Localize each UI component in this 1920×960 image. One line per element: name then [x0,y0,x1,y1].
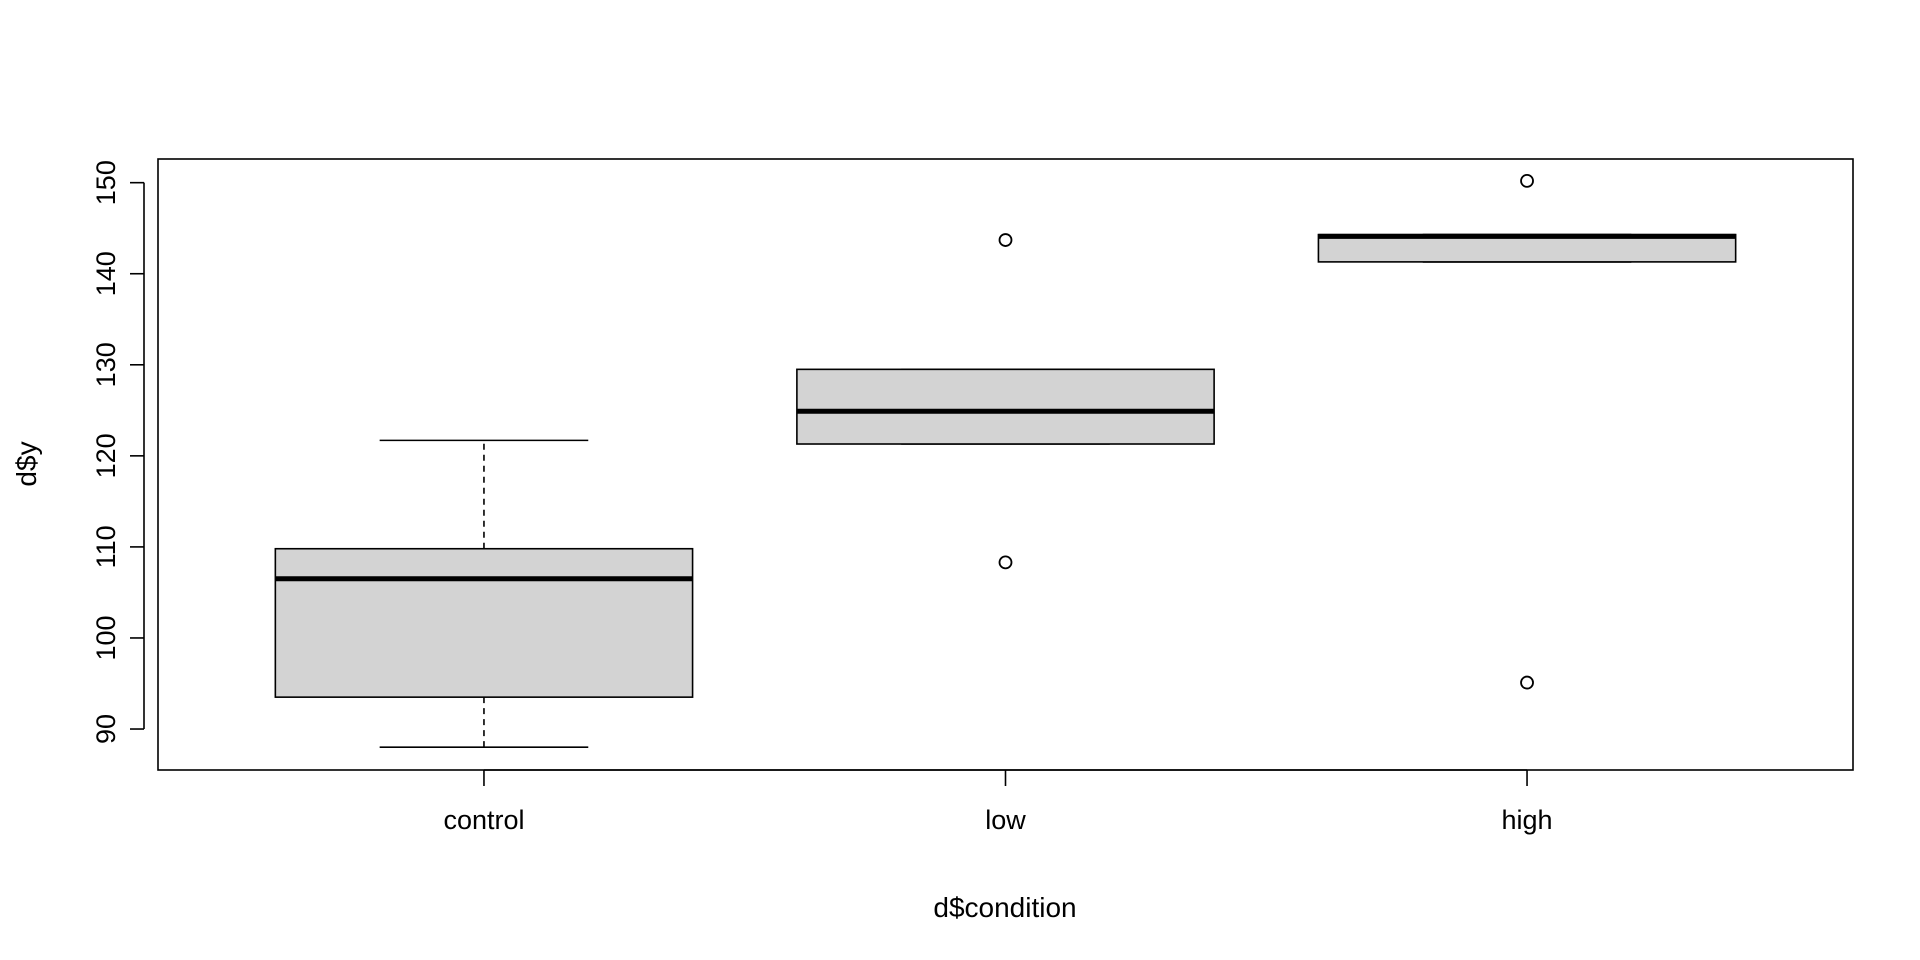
iqr-box [796,368,1215,445]
y-tick-label: 90 [91,714,121,744]
outlier-point [1520,675,1534,690]
y-axis: 90 100 110 120 130 140 150 [91,160,145,744]
outlier-point [998,555,1013,570]
outlier-point [1520,173,1534,188]
y-tick-label: 130 [91,342,121,387]
y-axis-label: d$y [11,441,42,486]
y-tick-label: 120 [91,433,121,478]
x-axis-label: d$condition [933,892,1076,923]
y-tick-label: 140 [91,251,121,296]
y-tick-label: 150 [91,160,121,205]
box-group-low [796,233,1215,570]
box-group-high [1317,173,1737,690]
iqr-box [274,547,694,698]
x-tick-label: control [443,805,524,835]
x-tick-label: low [985,805,1026,835]
x-tick-label: high [1502,805,1553,835]
y-tick-label: 110 [91,525,121,568]
y-tick-label: 100 [91,615,121,660]
boxes [274,173,1737,749]
box-group-control [274,439,694,749]
x-axis: control low high [443,769,1553,835]
iqr-box [1317,233,1737,263]
outlier-point [998,233,1013,247]
